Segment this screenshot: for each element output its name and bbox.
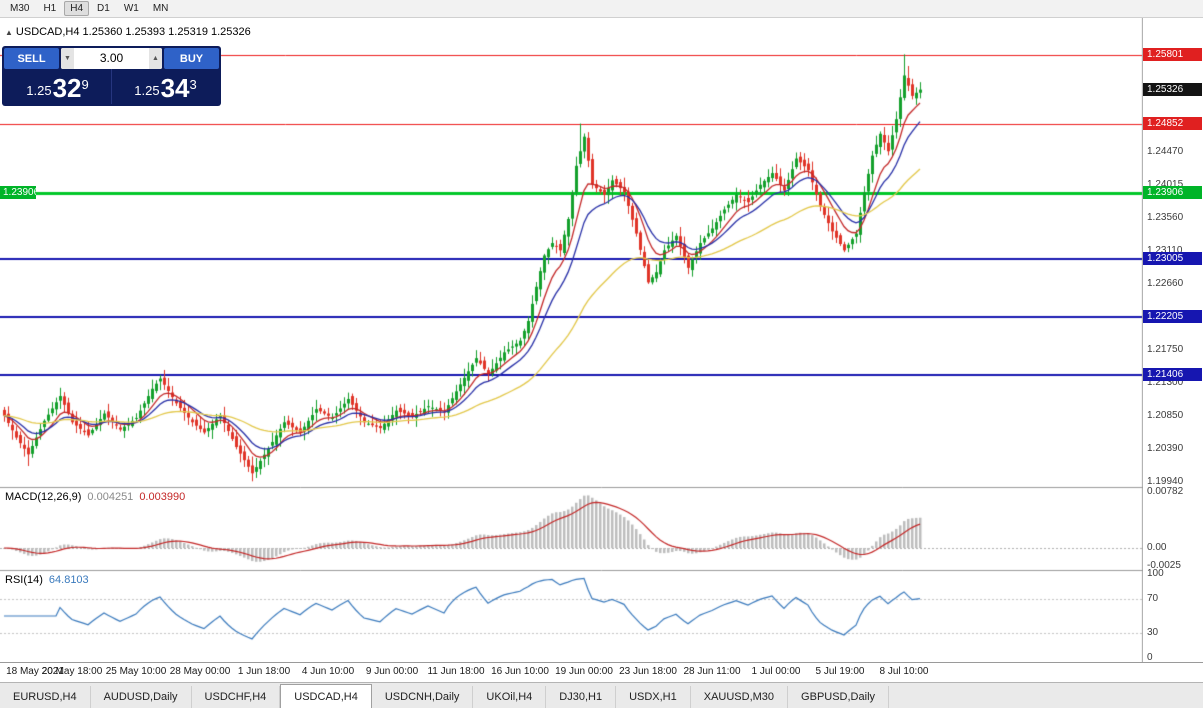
time-label: 28 Jun 11:00 [683,666,741,677]
macd-value: 0.004251 [87,491,134,503]
rsi-axis-label: 100 [1147,568,1164,579]
macd-axis-label: 0.00 [1147,542,1167,553]
time-label: 23 Jun 18:00 [619,666,677,677]
time-label: 4 Jun 10:00 [301,666,355,677]
rsi-indicator-name: RSI(14) [5,574,43,586]
chart-area: ▲ USDCAD,H4 1.25360 1.25393 1.25319 1.253… [0,18,1203,663]
chart-tab-xauusd-m30[interactable]: XAUUSD,M30 [691,686,789,708]
chart-title: ▲ USDCAD,H4 1.25360 1.25393 1.25319 1.253… [5,26,251,38]
price-tick: 1.21750 [1147,344,1184,356]
time-label: 25 May 10:00 [105,666,167,677]
chart-tab-usdx-h1[interactable]: USDX,H1 [616,686,691,708]
chart-tabs-bar: EURUSD,H4 AUDUSD,Daily USDCHF,H4 USDCAD,H4 U… [0,682,1203,708]
time-label: 8 Jul 10:00 [879,666,929,677]
time-label: 1 Jul 00:00 [751,666,801,677]
volume-decrease-icon[interactable]: ▼ [61,48,74,69]
price-chart-canvas[interactable] [0,18,1203,662]
sell-price-point: 9 [81,77,89,92]
time-label: 1 Jun 18:00 [237,666,291,677]
timeframe-button-h1[interactable]: H1 [43,3,57,14]
sell-price-pips: 32 [52,73,82,103]
chart-tab-gbpusd-daily[interactable]: GBPUSD,Daily [788,686,890,708]
sell-price-prefix: 1.25 [26,83,52,98]
volume-value[interactable]: 3.00 [99,51,124,65]
price-tick: 1.24015 [1147,179,1184,191]
chart-tab-ukoil-h4[interactable]: UKOil,H4 [473,686,547,708]
timeframe-button-d1[interactable]: D1 [97,3,110,14]
rsi-value: 64.8103 [48,574,89,586]
buy-button[interactable]: BUY [164,48,219,69]
buy-price[interactable]: 1.25 34 3 [111,69,219,104]
time-label: 19 Jun 00:00 [555,666,613,677]
price-badge: 1.23005 [1143,251,1202,265]
price-tick: 1.20390 [1147,443,1184,455]
price-tick: 1.21300 [1147,376,1184,388]
price-axis[interactable]: 1.24470 1.24015 1.23560 1.23110 1.22660 1.217… [1143,18,1203,663]
price-tick: 1.20850 [1147,409,1184,421]
rsi-axis-label: 0 [1147,652,1153,663]
time-label: 16 Jun 10:00 [491,666,549,677]
price-badge: 1.23906 [1143,186,1202,200]
macd-axis-label: 0.00782 [1147,486,1184,497]
time-label: 5 Jul 19:00 [815,666,865,677]
collapse-panel-icon[interactable]: ▲ [5,28,13,37]
timeframe-button-h4[interactable]: H4 [64,1,90,16]
time-label: 11 Jun 18:00 [427,666,485,677]
rsi-axis-label: 30 [1147,626,1159,638]
price-badge: 1.21406 [1143,368,1202,382]
sell-button[interactable]: SELL [4,48,59,69]
time-label: 28 May 00:00 [169,666,231,677]
macd-axis-label: -0.0025 [1147,559,1181,571]
chart-tab-audusd-daily[interactable]: AUDUSD,Daily [91,686,192,708]
time-label: 18 May 2021 [6,666,64,677]
timeframe-button-m30[interactable]: M30 [10,3,30,14]
buy-price-point: 3 [189,77,197,92]
price-tick: 1.19940 [1147,476,1184,488]
price-tick: 1.23110 [1147,245,1183,257]
chart-title-text: USDCAD,H4 1.25360 1.25393 1.25319 1.2532… [15,26,251,38]
chart-tab-usdchf-h4[interactable]: USDCHF,H4 [192,686,281,708]
macd-signal-value: 0.003990 [139,491,186,503]
rsi-label: RSI(14) 64.8103 [5,574,89,586]
macd-indicator-name: MACD(12,26,9) [5,491,82,503]
macd-label: MACD(12,26,9) 0.004251 0.003990 [5,491,185,503]
timeframe-button-mn[interactable]: MN [152,3,169,14]
price-tick: 1.23560 [1147,212,1184,224]
volume-spinner[interactable]: ▼ 3.00 ▲ [61,48,162,69]
buy-price-pips: 34 [160,73,190,103]
rsi-axis-label: 70 [1147,593,1159,605]
price-tick: 1.22660 [1147,277,1184,289]
volume-increase-icon[interactable]: ▲ [149,48,162,69]
hline-left-price-label: 1.23906 [0,186,36,200]
timeframe-toolbar: M30 H1 H4 D1 W1 MN [0,0,1203,18]
chart-tab-usdcnh-daily[interactable]: USDCNH,Daily [372,686,474,708]
price-tick: 1.24470 [1147,145,1184,157]
time-label: 9 Jun 00:00 [365,666,419,677]
chart-tab-usdcad-h4[interactable]: USDCAD,H4 [280,684,372,708]
price-badge: 1.25326 [1143,82,1202,96]
price-badge: 1.22205 [1143,310,1202,323]
chart-tab-eurusd-h4[interactable]: EURUSD,H4 [0,686,91,708]
time-axis[interactable]: 18 May 2021 20 May 18:00 25 May 10:00 28 Ma… [0,662,1203,682]
buy-price-prefix: 1.25 [134,83,160,98]
chart-tab-dj30-h1[interactable]: DJ30,H1 [546,686,617,708]
sell-price[interactable]: 1.25 32 9 [4,69,111,104]
price-badge: 1.24852 [1143,117,1202,131]
timeframe-button-w1[interactable]: W1 [123,3,139,14]
one-click-trading-panel: SELL ▼ 3.00 ▲ BUY 1.25 32 9 1.25 34 3 [2,46,221,106]
price-badge: 1.25801 [1143,48,1202,61]
time-label: 20 May 18:00 [41,666,103,677]
